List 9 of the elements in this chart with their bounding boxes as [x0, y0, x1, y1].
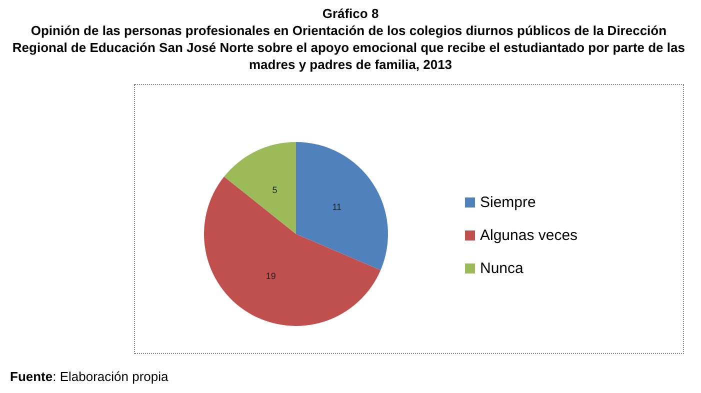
source-note: Fuente: Elaboración propia	[10, 369, 170, 384]
legend-label: Siempre	[480, 194, 536, 211]
legend-label: Algunas veces	[480, 227, 578, 244]
chart-subtitle: Opinión de las personas profesionales en Orientación de los colegios diurnos públicos de la Dirección Regional de Educación San José Norte sobre el apoyo emocional que recibe el estudiantado por parte de las madres y padres de familia, 2013	[12, 23, 689, 72]
data-label: 19	[266, 271, 276, 282]
data-label: 11	[332, 202, 342, 212]
chart-title: Gráfico 8	[322, 6, 379, 21]
legend-label: Nunca	[480, 260, 524, 277]
data-label: 5	[272, 184, 278, 195]
